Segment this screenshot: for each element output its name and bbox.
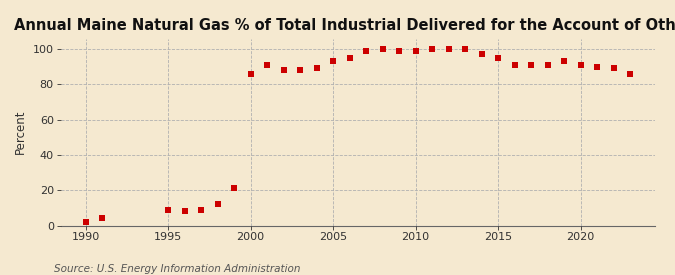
Point	[360, 49, 371, 53]
Point	[327, 59, 338, 64]
Point	[476, 52, 487, 57]
Point	[575, 63, 586, 67]
Point	[394, 49, 404, 53]
Point	[212, 202, 223, 207]
Point	[542, 63, 553, 67]
Point	[460, 47, 470, 51]
Point	[443, 47, 454, 51]
Point	[278, 68, 289, 72]
Point	[262, 63, 273, 67]
Title: Annual Maine Natural Gas % of Total Industrial Delivered for the Account of Othe: Annual Maine Natural Gas % of Total Indu…	[14, 18, 675, 33]
Text: Source: U.S. Energy Information Administration: Source: U.S. Energy Information Administ…	[54, 264, 300, 274]
Y-axis label: Percent: Percent	[14, 110, 27, 154]
Point	[591, 65, 602, 69]
Point	[493, 56, 504, 60]
Point	[97, 216, 107, 221]
Point	[624, 72, 635, 76]
Point	[509, 63, 520, 67]
Point	[311, 66, 322, 71]
Point	[163, 207, 173, 212]
Point	[245, 72, 256, 76]
Point	[229, 186, 240, 191]
Point	[80, 220, 91, 224]
Point	[410, 49, 421, 53]
Point	[196, 207, 207, 212]
Point	[344, 56, 355, 60]
Point	[427, 47, 437, 51]
Point	[608, 66, 619, 71]
Point	[559, 59, 570, 64]
Point	[179, 209, 190, 214]
Point	[377, 47, 388, 51]
Point	[294, 68, 305, 72]
Point	[526, 63, 537, 67]
